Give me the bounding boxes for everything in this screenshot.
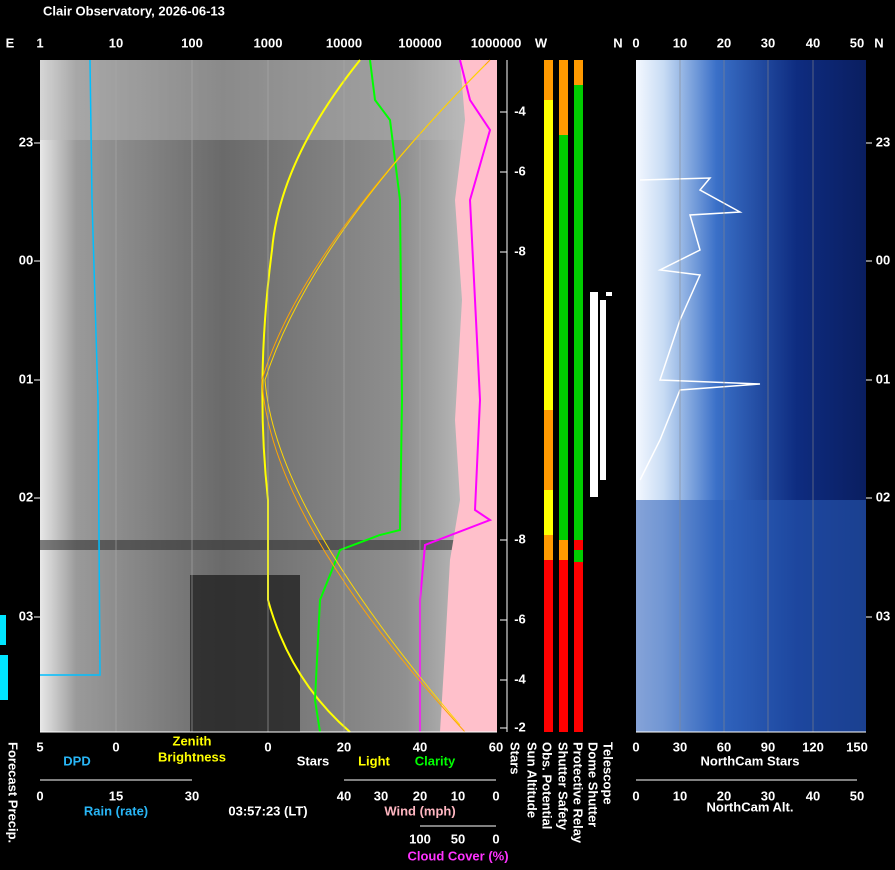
vertical-label: Protective Relay	[571, 742, 586, 844]
northcam-stars-tick: 90	[761, 739, 775, 754]
vertical-label: Shutter Safety	[556, 742, 571, 831]
row1-tick: 5	[36, 739, 43, 754]
rain-tick: 30	[185, 788, 199, 803]
northcam-stars-tick: 0	[632, 739, 639, 754]
northcam-tick: 10	[673, 35, 687, 50]
zenith-label: Brightness	[158, 749, 226, 764]
light-label: Light	[358, 753, 390, 768]
cloud-tick: 100	[409, 831, 431, 846]
wind-tick: 40	[337, 788, 351, 803]
northcam-stars-tick: 60	[717, 739, 731, 754]
axes: E 1 10 100 1000 10000 100000 1000000 W N 0 10 20 30 40…	[0, 35, 890, 863]
time-tick: 01	[19, 371, 33, 386]
time-tick: 00	[19, 252, 33, 267]
northcam-stars-label: NorthCam Stars	[701, 753, 800, 768]
top-tick: 1	[36, 35, 43, 50]
time-tick: 03	[876, 608, 890, 623]
sun-tick: -8	[514, 531, 526, 546]
northcam-tick: 30	[761, 35, 775, 50]
sun-tick: -4	[514, 103, 526, 118]
sun-tick: -4	[514, 671, 526, 686]
wind-label: Wind (mph)	[384, 803, 455, 818]
vertical-label: Forecast Precip.	[6, 742, 21, 843]
status-bars	[544, 60, 612, 732]
northcam-stars-tick: 120	[802, 739, 824, 754]
time-tick: 02	[876, 489, 890, 504]
vertical-label: Dome Shutter	[586, 742, 601, 827]
northcam-stars-tick: 150	[846, 739, 868, 754]
top-tick: 100000	[398, 35, 441, 50]
forecast-precip	[0, 615, 6, 645]
wind-tick: 10	[451, 788, 465, 803]
time-label: 03:57:23 (LT)	[228, 803, 307, 818]
vertical-label: Sun Altitude	[525, 742, 540, 818]
northcam-tick: 50	[850, 35, 864, 50]
northcam-alt-tick: 0	[632, 788, 639, 803]
northcam-alt-tick: 50	[850, 788, 864, 803]
row1-tick: 20	[337, 739, 351, 754]
vertical-label: Telescope	[601, 742, 616, 805]
wind-tick: 0	[492, 788, 499, 803]
northcam-tick: 40	[806, 35, 820, 50]
cloud-label: Cloud Cover (%)	[407, 848, 508, 863]
sun-label: W	[535, 35, 548, 50]
northcam-tick: 0	[632, 35, 639, 50]
top-left-label: E	[6, 35, 15, 50]
dpd-label: DPD	[63, 753, 90, 768]
rain-label: Rain (rate)	[84, 803, 148, 818]
time-tick: 23	[19, 134, 33, 149]
wind-tick: 20	[413, 788, 427, 803]
clarity-label: Clarity	[415, 753, 456, 768]
northcam-alt-tick: 20	[717, 788, 731, 803]
northcam-alt-tick: 10	[673, 788, 687, 803]
row1-tick: 40	[413, 739, 427, 754]
main-panel	[40, 59, 497, 733]
sun-tick: -6	[514, 163, 526, 178]
time-tick: 00	[876, 252, 890, 267]
top-tick: 10000	[326, 35, 362, 50]
row1-tick: 0	[264, 739, 271, 754]
time-tick: 02	[19, 489, 33, 504]
time-tick: 01	[876, 371, 890, 386]
cloud-tick: 50	[451, 831, 465, 846]
title: Clair Observatory, 2026-06-13	[43, 3, 225, 18]
northcam-alt-label: NorthCam Alt.	[707, 799, 794, 814]
sun-tick: -8	[514, 243, 526, 258]
northcam-stars-tick: 30	[673, 739, 687, 754]
row1-tick: 0	[112, 739, 119, 754]
top-tick: 1000	[254, 35, 283, 50]
status-label: N	[613, 35, 622, 50]
time-tick: 23	[876, 134, 890, 149]
row1-tick: 60	[489, 739, 503, 754]
forecast-precip	[0, 655, 8, 700]
rain-tick: 0	[36, 788, 43, 803]
stars-label: Stars	[297, 753, 330, 768]
top-tick: 1000000	[471, 35, 522, 50]
rain-tick: 15	[109, 788, 123, 803]
top-tick: 10	[109, 35, 123, 50]
sun-tick: -6	[514, 611, 526, 626]
time-tick: 03	[19, 608, 33, 623]
wind-tick: 30	[374, 788, 388, 803]
top-right-label: N	[874, 35, 883, 50]
vertical-label: Obs. Potential	[540, 742, 555, 829]
northcam-alt-tick: 40	[806, 788, 820, 803]
top-tick: 100	[181, 35, 203, 50]
northcam-tick: 20	[717, 35, 731, 50]
zenith-label: Zenith	[173, 733, 212, 748]
cloud-tick: 0	[492, 831, 499, 846]
vertical-label: Stars	[508, 742, 523, 775]
sun-tick: -2	[514, 719, 526, 734]
northcam-alt-tick: 30	[761, 788, 775, 803]
northcam-panel	[636, 60, 866, 732]
